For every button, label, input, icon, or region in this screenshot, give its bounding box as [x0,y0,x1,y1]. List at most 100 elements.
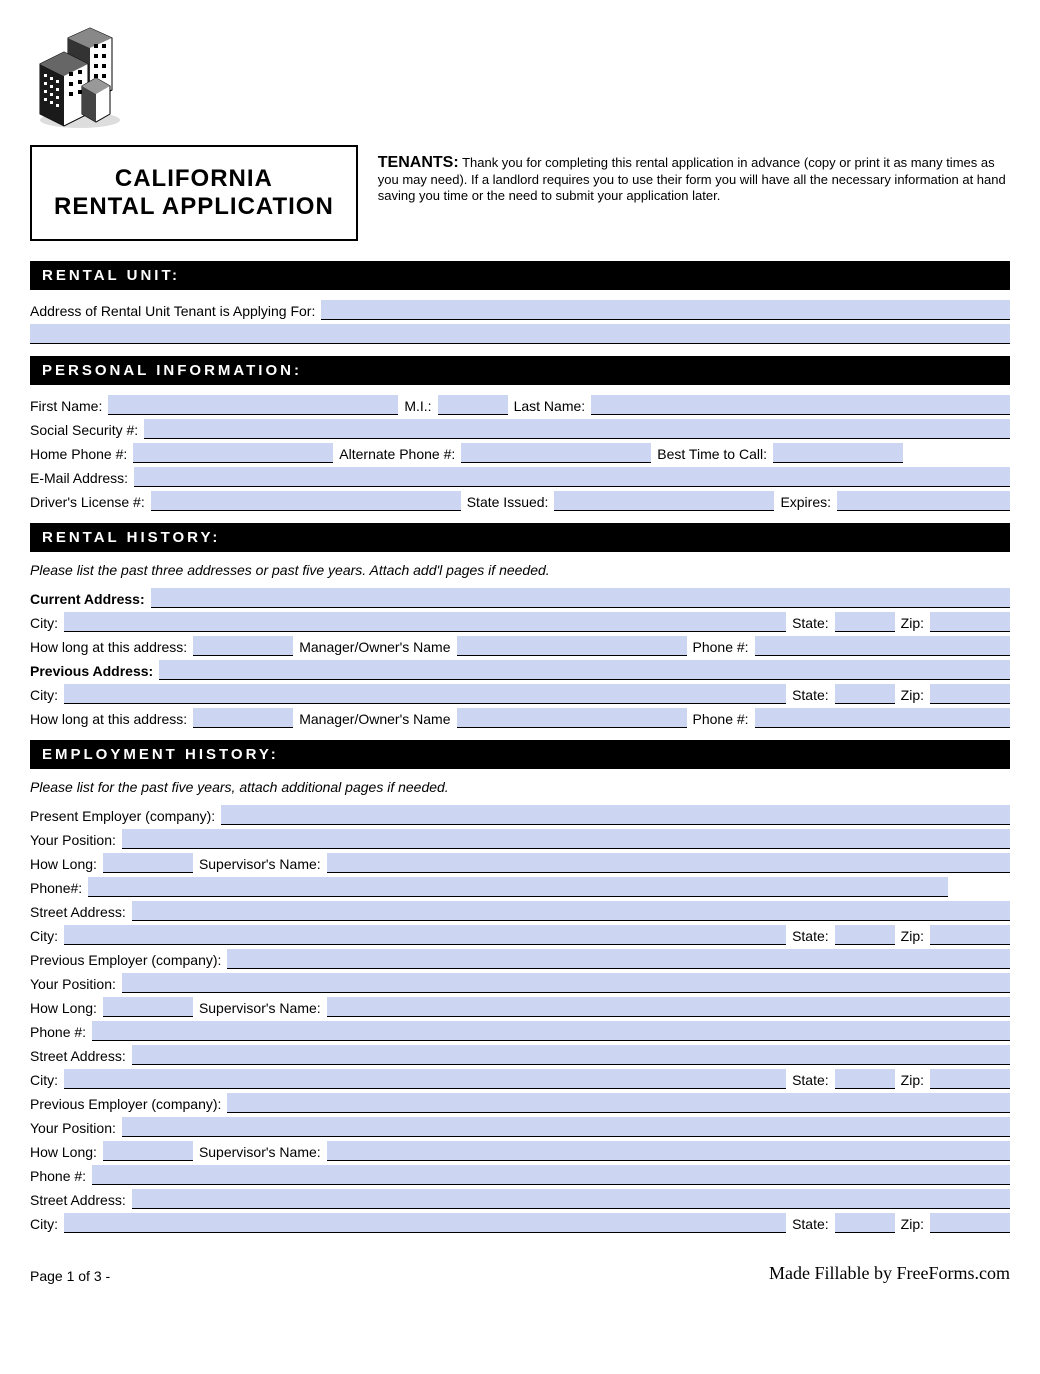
field-ephone2[interactable] [92,1021,1010,1041]
field-rental-address-2[interactable] [30,324,1010,344]
field-ezip2[interactable] [930,1069,1010,1089]
label-city1: City: [30,615,58,632]
label-alt-phone: Alternate Phone #: [339,446,455,463]
label-supervisor2: Supervisor's Name: [199,1000,321,1017]
field-street1[interactable] [132,901,1010,921]
field-first-name[interactable] [108,395,398,415]
label-street1: Street Address: [30,904,126,921]
field-supervisor2[interactable] [327,997,1010,1017]
field-ecity2[interactable] [64,1069,786,1089]
field-expires[interactable] [837,491,1010,511]
tenants-label: TENANTS: [378,154,459,171]
field-alt-phone[interactable] [461,443,651,463]
title-line1: CALIFORNIA [54,165,334,193]
field-manager1[interactable] [457,636,687,656]
label-ezip2: Zip: [901,1072,924,1089]
label-mi: M.I.: [404,398,431,415]
field-street2[interactable] [132,1045,1010,1065]
label-supervisor3: Supervisor's Name: [199,1144,321,1161]
label-dl: Driver's License #: [30,494,145,511]
section-employment: EMPLOYMENT HISTORY: [30,740,1010,769]
field-city2[interactable] [64,684,786,704]
label-position3: Your Position: [30,1120,116,1137]
label-expires: Expires: [780,494,831,511]
field-last-name[interactable] [591,395,1010,415]
logo-buildings [30,20,1010,135]
label-street3: Street Address: [30,1192,126,1209]
field-home-phone[interactable] [133,443,333,463]
field-ssn[interactable] [144,419,1010,439]
field-previous-address[interactable] [159,660,1010,680]
field-howlong-e1[interactable] [103,853,193,873]
field-prev-employer1[interactable] [227,949,1010,969]
label-estate1: State: [792,928,829,945]
field-supervisor1[interactable] [327,853,1010,873]
field-howlong2[interactable] [193,708,293,728]
field-manager2[interactable] [457,708,687,728]
field-zip1[interactable] [930,612,1010,632]
label-home-phone: Home Phone #: [30,446,127,463]
field-ezip3[interactable] [930,1213,1010,1233]
field-howlong-e2[interactable] [103,997,193,1017]
field-estate3[interactable] [835,1213,895,1233]
field-supervisor3[interactable] [327,1141,1010,1161]
field-prev-employer2[interactable] [227,1093,1010,1113]
field-current-address[interactable] [151,588,1010,608]
field-position3[interactable] [122,1117,1010,1137]
field-email[interactable] [134,467,1010,487]
field-phone2[interactable] [755,708,1010,728]
header-row: CALIFORNIA RENTAL APPLICATION TENANTS: T… [30,145,1010,241]
field-howlong-e3[interactable] [103,1141,193,1161]
title-box: CALIFORNIA RENTAL APPLICATION [30,145,358,241]
label-ephone3: Phone #: [30,1168,86,1185]
label-previous-address: Previous Address: [30,663,153,680]
field-ephone3[interactable] [92,1165,1010,1185]
tenants-text: Thank you for completing this rental app… [378,155,1006,203]
field-street3[interactable] [132,1189,1010,1209]
field-state1[interactable] [835,612,895,632]
label-howlong2: How long at this address: [30,711,187,728]
label-prev-employer1: Previous Employer (company): [30,952,221,969]
label-phone1: Phone #: [693,639,749,656]
label-phone2: Phone #: [693,711,749,728]
label-email: E-Mail Address: [30,470,128,487]
field-ecity1[interactable] [64,925,786,945]
label-first-name: First Name: [30,398,102,415]
field-ezip1[interactable] [930,925,1010,945]
label-city2: City: [30,687,58,704]
label-ssn: Social Security #: [30,422,138,439]
field-position1[interactable] [122,829,1010,849]
label-manager1: Manager/Owner's Name [299,639,450,656]
field-ephone1[interactable] [88,877,948,897]
field-zip2[interactable] [930,684,1010,704]
field-estate1[interactable] [835,925,895,945]
field-ecity3[interactable] [64,1213,786,1233]
label-manager2: Manager/Owner's Name [299,711,450,728]
employment-instruction: Please list for the past five years, att… [30,779,1010,795]
label-ezip1: Zip: [901,928,924,945]
label-position2: Your Position: [30,976,116,993]
field-estate2[interactable] [835,1069,895,1089]
field-state2[interactable] [835,684,895,704]
label-present-employer: Present Employer (company): [30,808,215,825]
field-mi[interactable] [438,395,508,415]
field-howlong1[interactable] [193,636,293,656]
label-ephone2: Phone #: [30,1024,86,1041]
field-city1[interactable] [64,612,786,632]
field-dl[interactable] [151,491,461,511]
label-ezip3: Zip: [901,1216,924,1233]
label-howlong-e1: How Long: [30,856,97,873]
field-position2[interactable] [122,973,1010,993]
label-estate3: State: [792,1216,829,1233]
section-personal: PERSONAL INFORMATION: [30,356,1010,385]
label-best-time: Best Time to Call: [657,446,767,463]
footer-credit: Made Fillable by FreeForms.com [769,1263,1010,1284]
field-rental-address[interactable] [321,300,1010,320]
field-best-time[interactable] [773,443,903,463]
label-state-issued: State Issued: [467,494,549,511]
field-phone1[interactable] [755,636,1010,656]
label-ecity1: City: [30,928,58,945]
label-street2: Street Address: [30,1048,126,1065]
field-state-issued[interactable] [554,491,774,511]
field-present-employer[interactable] [221,805,1010,825]
